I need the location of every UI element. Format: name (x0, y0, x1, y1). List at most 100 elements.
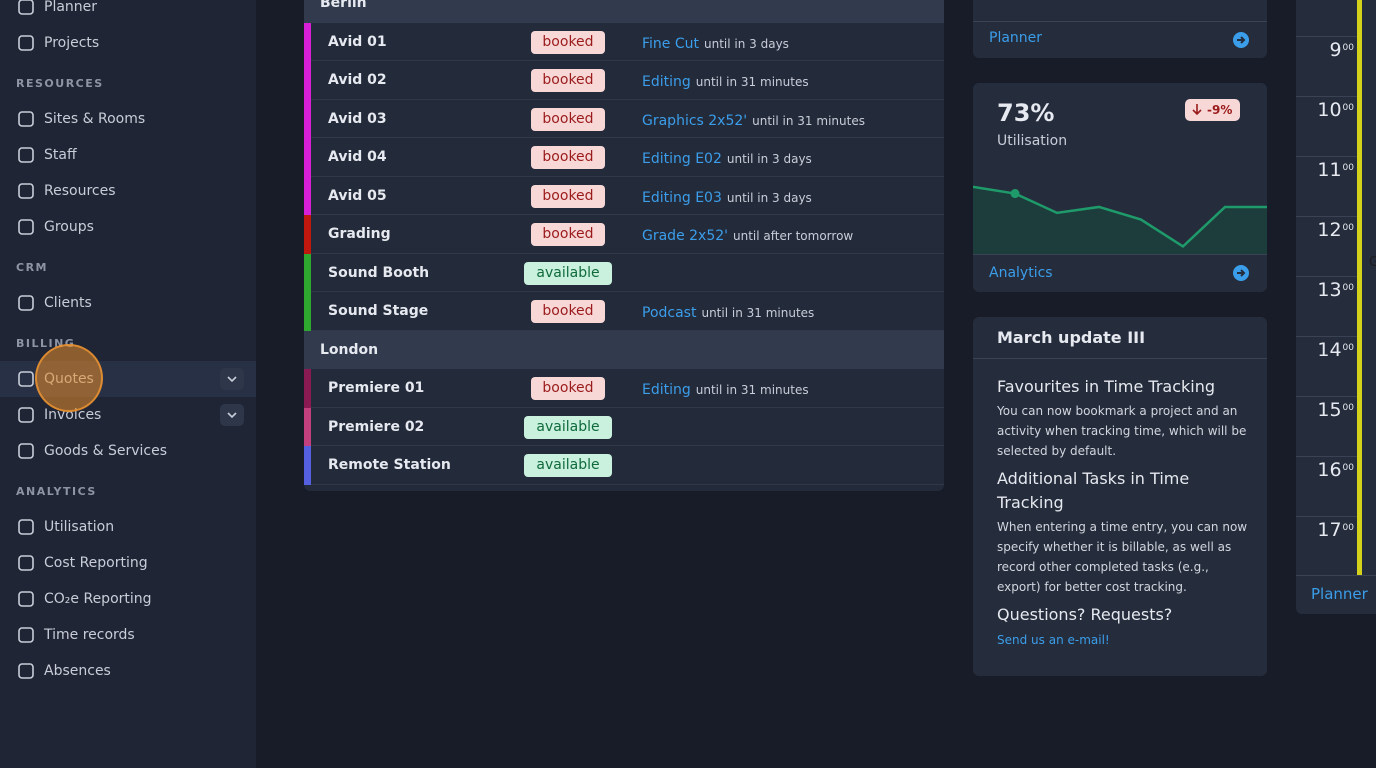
location-header: London (304, 330, 944, 369)
minutes: 00 (1342, 42, 1354, 53)
project-link[interactable]: Podcast (642, 305, 697, 321)
room-name: Avid 03 (328, 110, 387, 127)
room-color (304, 253, 311, 292)
hour-divider (1296, 36, 1357, 37)
nav-item[interactable]: CO₂e Reporting (44, 591, 152, 607)
hour: 10 (1317, 99, 1342, 121)
until-text: until in 31 minutes (701, 306, 815, 320)
hour-label: 1400 (1317, 339, 1354, 361)
nav-item[interactable]: Clients (44, 295, 92, 311)
hour: 11 (1317, 159, 1342, 181)
status-badge: available (524, 261, 612, 285)
nav-icon (18, 0, 34, 15)
nav-item[interactable]: Invoices (44, 407, 102, 423)
nav-item[interactable]: Projects (44, 35, 100, 51)
click-highlight (35, 344, 103, 412)
room-color (304, 176, 311, 215)
hour-label: 1700 (1317, 519, 1354, 541)
nav-item[interactable]: Staff (44, 147, 77, 163)
minutes: 00 (1342, 282, 1354, 293)
planner-link[interactable]: Planner (1311, 585, 1368, 603)
booking-info: Podcast until in 31 minutes (642, 302, 814, 321)
room-name: Remote Station (328, 457, 451, 473)
analytics-link[interactable]: Analytics (989, 265, 1053, 281)
nav-item[interactable]: Resources (44, 183, 116, 199)
room-row: Grading booked Grade 2x52' until after tomo… (304, 215, 944, 254)
hour-divider (1296, 456, 1357, 457)
room-name: Grading (328, 226, 391, 242)
change-value: -9% (1207, 103, 1233, 117)
hour-label: 900 (1329, 39, 1354, 61)
rooms-table: Berlin Avid 01 booked Fine Cut until in 3 da… (304, 0, 944, 491)
change-badge: -9% (1185, 99, 1241, 121)
hour-divider (1296, 396, 1357, 397)
minutes: 00 (1342, 222, 1354, 233)
project-link[interactable]: Editing (642, 382, 691, 398)
trend-point (1010, 189, 1020, 199)
expand-button[interactable] (220, 368, 244, 390)
trend-line (973, 185, 1267, 249)
event-label: G (1369, 255, 1376, 270)
news-body: Favourites in Time Tracking You can now b… (997, 375, 1249, 647)
planner-card: Planner (973, 0, 1267, 58)
nav-item[interactable]: Utilisation (44, 519, 115, 535)
project-link[interactable]: Editing E03 (642, 189, 722, 206)
booking-info: Fine Cut until in 3 days (642, 33, 789, 52)
arrow-icon (1233, 32, 1249, 48)
until-text: until in 3 days (726, 152, 812, 166)
email-link[interactable]: Send us an e-mail! (997, 633, 1110, 647)
minutes: 00 (1342, 462, 1354, 473)
status-badge: booked (531, 30, 605, 54)
hour-label: 1000 (1317, 99, 1354, 121)
room-name: Avid 04 (328, 149, 387, 165)
until-text: until in 31 minutes (695, 75, 809, 89)
down-arrow (1192, 104, 1202, 116)
hour-divider (1296, 216, 1357, 217)
until-text: until in 31 minutes (695, 383, 809, 397)
expand-button[interactable] (220, 404, 244, 426)
project-link[interactable]: Graphics 2x52' (642, 112, 748, 129)
room-color (304, 138, 311, 177)
chevron (227, 412, 237, 419)
booking-info: Graphics 2x52' until in 31 minutes (642, 110, 865, 129)
hour-label: 1500 (1317, 399, 1354, 421)
news-text: You can now bookmark a project and an ac… (997, 404, 1247, 458)
nav-icon (18, 371, 34, 387)
nav-item[interactable]: Goods & Services (44, 443, 168, 459)
arrow-icon (1233, 265, 1249, 281)
news-heading: Additional Tasks in Time Tracking (997, 469, 1190, 512)
minutes: 00 (1342, 102, 1354, 113)
nav-item[interactable]: Time records (44, 627, 135, 643)
minutes: 00 (1342, 522, 1354, 533)
planner-link[interactable]: Planner (989, 30, 1043, 46)
room-name: Premiere 01 (328, 380, 425, 396)
hour-label: 1100 (1317, 159, 1354, 181)
nav-icon (18, 591, 34, 607)
nav-icon (18, 111, 34, 127)
project-link[interactable]: Editing E02 (642, 151, 722, 167)
room-color (304, 99, 311, 138)
nav-item[interactable]: Planner (44, 0, 98, 15)
now-bar (1357, 0, 1362, 575)
divider (1296, 575, 1376, 576)
hour: 9 (1329, 39, 1342, 61)
news-title: March update III (973, 317, 1267, 359)
room-row: Remote Station available (304, 446, 944, 485)
nav-item[interactable]: Absences (44, 663, 111, 679)
room-color (304, 446, 311, 485)
nav-item[interactable]: Cost Reporting (44, 555, 148, 571)
status-badge: booked (531, 69, 605, 92)
project-link[interactable]: Editing (642, 74, 691, 90)
nav-icon (18, 627, 34, 643)
booking-info: Grade 2x52' until after tomorrow (642, 225, 853, 244)
hour-label: 1200 (1317, 219, 1354, 241)
room-row: Premiere 01 booked Editing until in 31 minu… (304, 369, 944, 408)
project-link[interactable]: Fine Cut (642, 35, 699, 52)
nav-item[interactable]: Groups (44, 219, 94, 235)
status-badge: booked (531, 300, 605, 323)
room-row: Premiere 02 available (304, 407, 944, 446)
project-link[interactable]: Grade 2x52' (642, 228, 728, 244)
status-badge: available (524, 415, 612, 439)
nav-item[interactable]: Sites & Rooms (44, 111, 146, 127)
